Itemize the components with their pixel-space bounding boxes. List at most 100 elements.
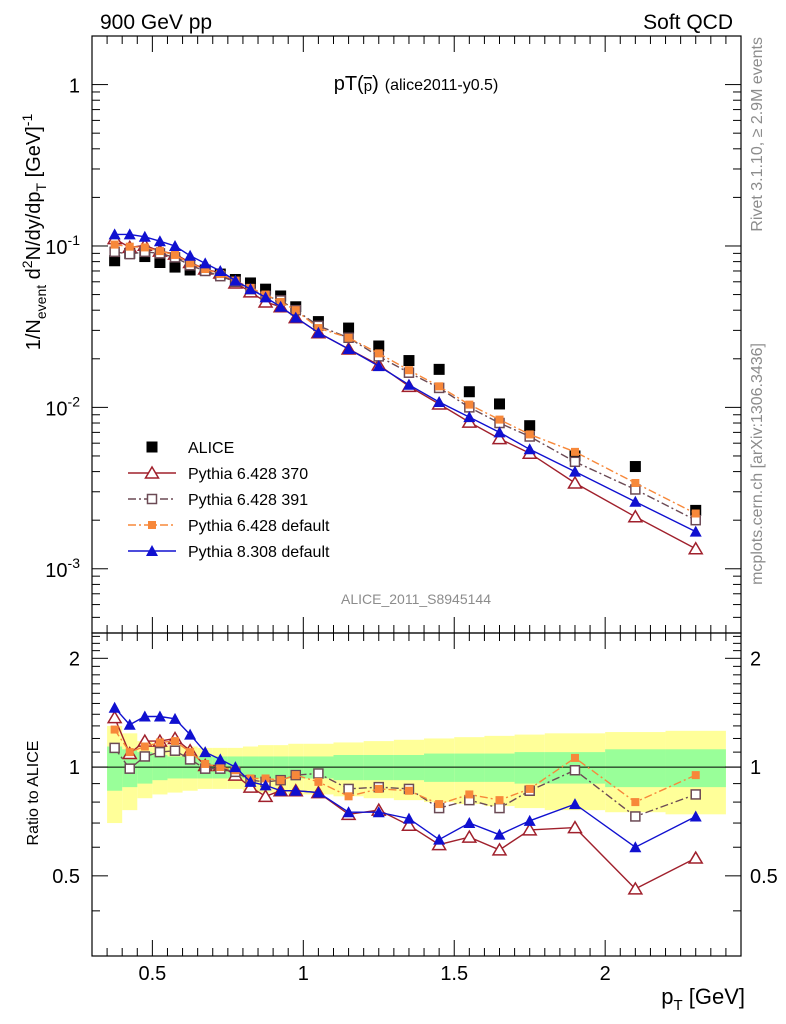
x-tick-label: 1 xyxy=(298,963,309,985)
data-point xyxy=(465,400,474,409)
ratio-point xyxy=(216,763,225,772)
data-point xyxy=(570,447,579,456)
rivet-label: Rivet 3.1.10, ≥ 2.9M events xyxy=(749,37,766,232)
ratio-plot: 0.5 0.5 1 1 2 2 0.5 1 1.5 2 Ratio to ALICE pT [G… xyxy=(25,632,778,1014)
uncertainty-band-inner xyxy=(107,746,123,791)
data-point xyxy=(199,257,212,269)
data-point xyxy=(493,426,506,438)
uncertainty-band-inner xyxy=(424,753,455,782)
main-plot: 1 10-1 10-2 10-3 pT(p) (alice2011-y0.5) 1/Ne… xyxy=(19,35,742,634)
data-point xyxy=(123,228,136,240)
data-point xyxy=(404,366,413,375)
ratio-point xyxy=(495,796,504,805)
ylabel-part-a: 1/N xyxy=(23,319,45,350)
ratio-point xyxy=(154,746,166,758)
ratio-point xyxy=(124,763,135,774)
ratio-point xyxy=(344,792,353,801)
uncertainty-band-inner xyxy=(514,752,545,784)
ratio-point xyxy=(569,764,581,776)
ratio-point xyxy=(372,806,385,818)
ratio-point xyxy=(169,745,181,756)
ratio-point xyxy=(627,881,644,895)
ratio-point xyxy=(461,829,478,843)
data-point xyxy=(184,249,197,261)
ratio-point xyxy=(140,742,149,751)
ratio-point xyxy=(312,786,325,798)
data-point xyxy=(569,450,581,462)
ratio-point xyxy=(201,759,210,768)
legend-marker xyxy=(144,465,160,479)
ratio-point xyxy=(493,828,506,840)
main-plot-marks xyxy=(106,228,704,555)
ylabel-sup-minus1: -1 xyxy=(19,114,35,127)
data-point xyxy=(342,342,355,354)
ratio-point xyxy=(125,748,134,757)
ylabel-sub-event: event xyxy=(33,285,49,319)
xlabel-unit: [GeV] xyxy=(683,984,745,1009)
y-tick-label: 10-1 xyxy=(45,232,80,259)
data-point xyxy=(689,525,702,537)
ratio-point xyxy=(257,788,274,803)
ratio-point xyxy=(289,784,302,796)
y-tick-label: 10-3 xyxy=(45,555,80,582)
ratio-point xyxy=(171,737,180,746)
ratio-y-tick-label-left: 1 xyxy=(69,757,80,779)
mcplots-label: mcplots.cern.ch [arXiv:1306.3436] xyxy=(749,343,766,585)
ratio-point xyxy=(433,833,446,845)
data-point xyxy=(186,259,195,268)
legend-entry: Pythia 8.308 default xyxy=(128,544,330,561)
data-point xyxy=(495,415,504,424)
data-point xyxy=(627,509,644,523)
xlabel-sub-t: T xyxy=(673,997,682,1014)
data-point xyxy=(244,283,257,295)
data-point xyxy=(201,265,210,274)
main-plot-ticks xyxy=(91,35,742,634)
ratio-plot-ticks xyxy=(91,633,742,957)
data-point xyxy=(524,420,536,432)
ratio-point xyxy=(139,751,151,762)
legend-entry: Pythia 6.428 391 xyxy=(128,492,308,509)
main-y-axis-label: 1/Nevent d2N/dy/dpT [GeV]-1 xyxy=(19,114,49,351)
ratio-point xyxy=(690,789,701,800)
data-point xyxy=(229,274,242,286)
data-point xyxy=(463,386,475,398)
ratio-point xyxy=(229,761,242,773)
ratio-point xyxy=(494,802,505,814)
title-close: ) xyxy=(372,73,379,95)
ratio-point xyxy=(123,718,136,730)
ratio-point xyxy=(138,710,151,722)
uncertainty-band-inner xyxy=(665,749,726,788)
ratio-point xyxy=(568,798,581,810)
ratio-point xyxy=(404,786,413,795)
data-point xyxy=(155,247,164,256)
ratio-point xyxy=(276,776,285,785)
data-point xyxy=(108,228,121,240)
data-point xyxy=(433,363,445,375)
ratio-point xyxy=(523,814,536,826)
ratio-point xyxy=(184,754,196,765)
data-point xyxy=(214,264,227,276)
data-point xyxy=(259,291,272,303)
series-line xyxy=(114,233,697,533)
ratio-point xyxy=(401,817,417,832)
ratio-point xyxy=(435,800,444,809)
data-point xyxy=(154,257,166,269)
data-point xyxy=(289,311,302,323)
uncertainty-band-inner xyxy=(454,753,485,782)
legend-label: Pythia 8.308 default xyxy=(188,544,330,561)
data-point xyxy=(631,478,640,487)
y-tick-label: 1 xyxy=(69,76,80,98)
x-tick-labels: 0.5 1 1.5 2 xyxy=(138,963,610,985)
data-point xyxy=(687,541,704,555)
legend-entry: Pythia 6.428 370 xyxy=(128,465,308,483)
main-y-tick-labels: 1 10-1 10-2 10-3 xyxy=(45,76,80,582)
ratio-point xyxy=(491,842,508,856)
data-point xyxy=(109,255,121,267)
data-point xyxy=(691,509,700,518)
data-point xyxy=(312,326,325,338)
data-point xyxy=(525,430,534,439)
ratio-y-tick-label-right: 2 xyxy=(750,648,761,670)
ratio-point xyxy=(521,822,538,836)
series-line xyxy=(114,243,697,515)
uncertainty-band-inner xyxy=(605,749,666,788)
